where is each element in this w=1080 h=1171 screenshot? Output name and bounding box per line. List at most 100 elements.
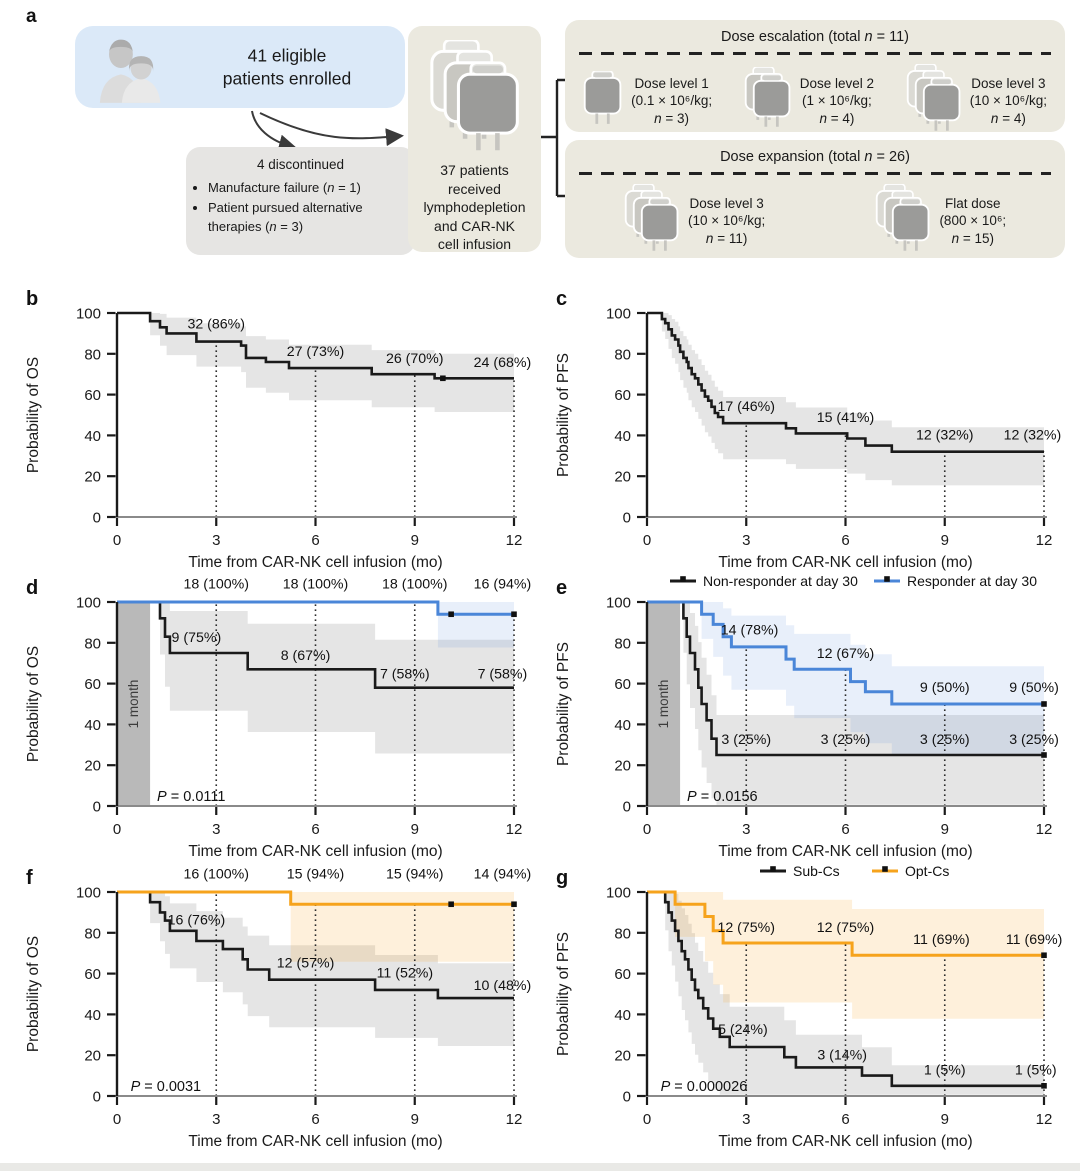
at-risk-label: 5 (24%)	[718, 1022, 768, 1038]
iv-bag-icon	[744, 66, 791, 134]
dose-expansion-title: Dose expansion (total n = 26)	[720, 149, 910, 165]
legend-label: Non-responder at day 30	[703, 573, 858, 589]
discontinued-title: 4 discontinued	[256, 157, 345, 172]
at-risk-label: 15 (94%)	[287, 867, 345, 883]
at-risk-label: 1 (5%)	[1015, 1063, 1057, 1079]
x-tick-label: 0	[113, 821, 121, 838]
legend-censor-dot	[884, 576, 890, 582]
y-axis-title: Probability of PFS	[555, 353, 572, 477]
y-tick-label: 60	[84, 966, 101, 983]
x-tick-label: 3	[212, 1111, 220, 1128]
km-curve	[117, 311, 514, 380]
at-risk-label: 11 (69%)	[1006, 932, 1063, 948]
x-tick-label: 12	[506, 532, 523, 549]
y-tick-label: 40	[614, 1007, 631, 1024]
x-tick-label: 3	[742, 821, 750, 838]
one-month-label: 1 month	[126, 680, 141, 729]
dose-amount: (800 × 10⁶;	[939, 213, 1007, 229]
y-tick-label: 100	[76, 885, 101, 902]
page-edge	[0, 1163, 1080, 1171]
at-risk-label: 12 (75%)	[817, 920, 875, 936]
y-tick-label: 40	[84, 1007, 101, 1024]
at-risk-label: 24 (68%)	[474, 355, 532, 371]
km-curve	[647, 600, 1044, 706]
x-tick-label: 9	[941, 821, 949, 838]
y-tick-label: 40	[614, 428, 631, 445]
y-tick-label: 80	[614, 925, 631, 942]
at-risk-label: 12 (57%)	[277, 955, 335, 971]
y-tick-label: 100	[606, 306, 631, 323]
at-risk-label: 3 (25%)	[721, 732, 771, 748]
divider	[579, 52, 1051, 55]
at-risk-label: 14 (78%)	[721, 623, 779, 639]
x-axis-title: Time from CAR-NK cell infusion (mo)	[188, 554, 442, 571]
censor-mark	[1041, 1083, 1047, 1089]
x-axis-title: Time from CAR-NK cell infusion (mo)	[718, 554, 972, 571]
at-risk-label: 8 (67%)	[281, 648, 331, 664]
p-value: P = 0.0111	[157, 789, 225, 805]
at-risk-label: 15 (94%)	[386, 867, 444, 883]
x-tick-label: 0	[643, 821, 651, 838]
y-tick-label: 20	[84, 469, 101, 486]
at-risk-label: 3 (14%)	[817, 1047, 867, 1063]
x-tick-label: 12	[506, 821, 523, 838]
y-tick-label: 40	[84, 428, 101, 445]
y-tick-label: 20	[84, 758, 101, 775]
y-axis-title: Probability of OS	[25, 646, 42, 762]
km-curve	[647, 890, 1044, 1088]
dose-amount: (10 × 10⁶/kg;	[688, 213, 766, 229]
legend-label: Responder at day 30	[907, 573, 1037, 589]
y-tick-label: 80	[614, 346, 631, 363]
x-tick-label: 12	[1036, 1111, 1053, 1128]
km-panel-g: 0 20 40 60 80 100 0 3 6 9 12 Probability of PFS Time…	[552, 862, 1067, 1154]
p-value: P = 0.000026	[661, 1079, 748, 1095]
dose-n: n = 4)	[819, 110, 855, 126]
y-tick-label: 60	[614, 387, 631, 404]
km-curve	[647, 890, 1044, 957]
y-tick-label: 80	[84, 346, 101, 363]
x-axis-title: Time from CAR-NK cell infusion (mo)	[188, 1133, 442, 1150]
dose-n: n = 3)	[654, 110, 690, 126]
x-tick-label: 0	[643, 1111, 651, 1128]
at-risk-label: 11 (69%)	[913, 932, 970, 948]
at-risk-label: 7 (58%)	[478, 667, 528, 683]
x-tick-label: 0	[643, 532, 651, 549]
at-risk-label: 12 (32%)	[1004, 427, 1062, 443]
one-month-label: 1 month	[656, 680, 671, 729]
at-risk-label: 26 (70%)	[386, 351, 444, 367]
list-item: Manufacture failure (n = 1)	[208, 179, 415, 197]
y-tick-label: 0	[623, 799, 631, 816]
y-tick-label: 100	[76, 595, 101, 612]
iv-bag-icon	[583, 70, 622, 131]
x-tick-label: 6	[311, 821, 319, 838]
at-risk-label: 9 (50%)	[1009, 680, 1059, 696]
at-risk-label: 3 (25%)	[1009, 732, 1059, 748]
censor-mark	[448, 901, 454, 908]
ci-band	[647, 313, 1044, 486]
x-tick-label: 3	[212, 821, 220, 838]
dose-name: Flat dose	[945, 195, 1001, 211]
at-risk-label: 18 (100%)	[184, 577, 249, 593]
km-panel-e: 1 month 0 20 40 60 80 100 0 3 6 9 12 Probability of …	[552, 572, 1067, 864]
at-risk-label: 10 (48%)	[474, 978, 532, 994]
y-tick-label: 0	[93, 510, 101, 527]
infusion-text: 37 patients received lymphodepletion and…	[423, 162, 526, 253]
enrolled-box: 41 eligible patients enrolled	[75, 26, 405, 108]
patients-icon	[87, 33, 175, 108]
at-risk-label: 1 (5%)	[924, 1063, 966, 1079]
divider	[579, 172, 1051, 175]
y-tick-label: 0	[93, 1089, 101, 1106]
y-tick-label: 100	[606, 885, 631, 902]
km-svg-c: 0 20 40 60 80 100 0 3 6 9 12 Probability of PFS Time…	[555, 288, 1062, 571]
discontinued-list: Manufacture failure (n = 1) Patient purs…	[190, 179, 415, 236]
at-risk-label: 18 (100%)	[382, 577, 447, 593]
ci-band	[117, 313, 514, 412]
at-risk-label: 9 (50%)	[920, 680, 970, 696]
y-tick-label: 100	[606, 595, 631, 612]
one-month-shade	[647, 602, 681, 806]
panel-letter: g	[556, 867, 568, 889]
dose-item-level-3: Dose level 3 (10 × 10⁶/kg; n = 4)	[906, 63, 1047, 138]
x-tick-label: 9	[941, 1111, 949, 1128]
at-risk-label: 12 (32%)	[916, 427, 974, 443]
